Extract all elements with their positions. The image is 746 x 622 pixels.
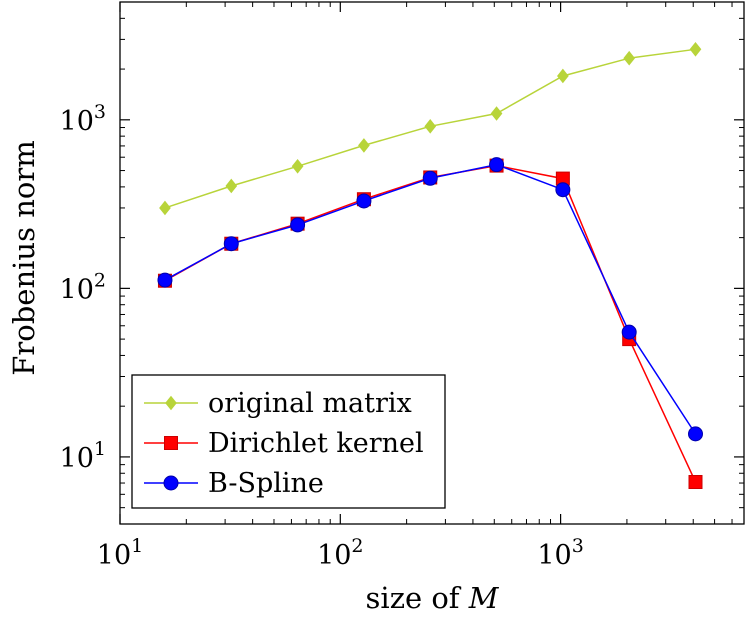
series-b-spline [157, 157, 704, 442]
y-tick-label: 102 [60, 269, 106, 305]
y-tick-label: 103 [60, 101, 106, 137]
data-point-original-matrix [225, 178, 238, 194]
data-point-original-matrix [159, 200, 171, 216]
legend-box [131, 374, 446, 509]
data-point-b-spline [356, 193, 372, 209]
legend-label: B-Spline [208, 468, 324, 499]
data-point-b-spline [489, 157, 505, 173]
data-point-original-matrix [557, 68, 569, 84]
data-point-original-matrix [490, 106, 503, 121]
data-point-b-spline [290, 217, 306, 233]
series-layer [157, 42, 704, 489]
x-tick-label: 103 [537, 535, 583, 571]
data-point-b-spline [555, 182, 571, 198]
data-point-dirichlet-kernel [688, 474, 703, 489]
x-tick-label-exp: 3 [572, 535, 584, 557]
legend-marker [163, 475, 179, 491]
data-point-original-matrix [623, 50, 636, 66]
y-tick-label-base: 10 [60, 106, 94, 137]
x-tick-label: 102 [317, 535, 363, 571]
data-point-b-spline [157, 272, 173, 288]
series-original-matrix [159, 42, 702, 216]
data-point-original-matrix [291, 158, 304, 174]
x-axis-label-variable: M [468, 581, 500, 615]
data-point-b-spline [688, 426, 704, 442]
y-axis-label: Frobenius norm [7, 140, 41, 375]
x-tick-label-base: 10 [317, 540, 351, 571]
data-point-original-matrix [358, 138, 370, 153]
x-tick-label-exp: 2 [351, 535, 363, 557]
data-point-b-spline [422, 170, 438, 186]
legend-label: original matrix [208, 388, 412, 419]
legend-marker [165, 395, 177, 411]
legend-marker [164, 436, 178, 450]
legend-label: Dirichlet kernel [208, 428, 424, 459]
legend: original matrix Dirichlet kernel B-Spline [131, 374, 446, 509]
x-tick-label-base: 10 [97, 540, 131, 571]
data-point-original-matrix [689, 42, 702, 57]
legend-entry-original-matrix: original matrix [144, 388, 412, 419]
x-tick-label: 101 [97, 535, 143, 571]
legend-entry-b-spline: B-Spline [144, 468, 324, 499]
y-tick-label-base: 10 [60, 274, 94, 305]
y-tick-label-base: 10 [60, 443, 94, 474]
x-axis-label: size of M [366, 581, 500, 615]
x-tick-label-exp: 1 [131, 535, 143, 557]
y-tick-label-exp: 1 [94, 438, 106, 460]
legend-entry-dirichlet-kernel: Dirichlet kernel [144, 428, 424, 459]
y-tick-label: 101 [60, 438, 106, 474]
plot-frame [119, 1, 745, 525]
y-tick-label-exp: 3 [94, 101, 106, 123]
x-axis-label-prefix: size of [366, 581, 469, 615]
data-point-b-spline [621, 324, 637, 340]
data-point-b-spline [223, 236, 239, 252]
y-tick-label-exp: 2 [94, 269, 106, 291]
x-tick-label-base: 10 [537, 540, 571, 571]
data-point-original-matrix [424, 119, 437, 134]
